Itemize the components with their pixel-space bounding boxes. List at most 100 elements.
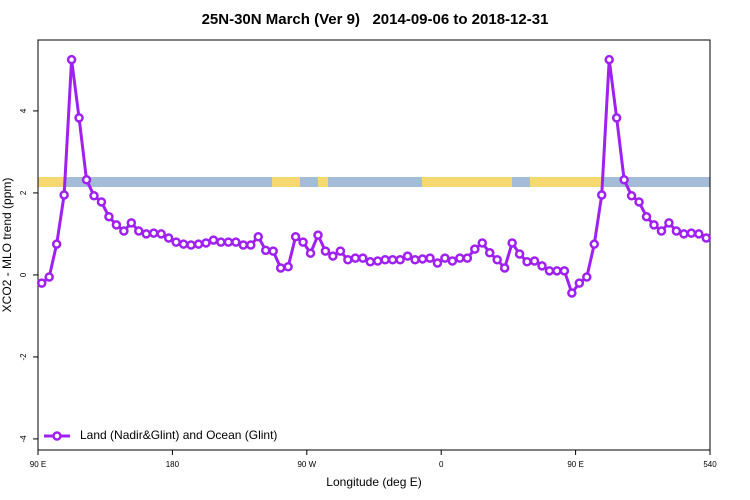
data-point bbox=[656, 226, 667, 236]
data-point bbox=[178, 239, 189, 249]
data-point bbox=[134, 226, 144, 236]
y-axis-label: XCO2 - MLO trend (ppm) bbox=[0, 178, 14, 313]
data-point bbox=[328, 251, 338, 261]
data-point bbox=[589, 239, 600, 249]
data-point bbox=[238, 240, 249, 250]
data-point bbox=[74, 113, 84, 123]
data-point bbox=[499, 263, 510, 273]
data-point bbox=[372, 256, 383, 266]
x-tick-label: 90 E bbox=[30, 460, 46, 469]
data-point bbox=[402, 251, 413, 261]
data-point bbox=[492, 255, 502, 265]
data-point bbox=[208, 235, 219, 245]
data-point bbox=[141, 229, 152, 239]
land-ocean-band bbox=[38, 177, 710, 187]
data-point bbox=[582, 272, 592, 282]
y-tick-label: 0 bbox=[19, 272, 28, 277]
data-point bbox=[649, 220, 659, 230]
land-band bbox=[38, 177, 66, 187]
x-axis-label: Longitude (deg E) bbox=[326, 475, 421, 489]
x-tick-label: 180 bbox=[166, 460, 180, 469]
x-tick-label: 0 bbox=[439, 460, 444, 469]
data-point bbox=[51, 239, 62, 249]
data-point bbox=[596, 190, 607, 200]
data-point bbox=[574, 278, 585, 288]
data-point bbox=[298, 237, 308, 247]
y-tick-label: 4 bbox=[19, 108, 28, 113]
data-point bbox=[290, 232, 301, 242]
data-point bbox=[514, 249, 525, 259]
land-band bbox=[422, 177, 512, 187]
x-tick-label: 90 W bbox=[297, 460, 316, 469]
legend-marker bbox=[52, 431, 62, 441]
data-point bbox=[111, 220, 122, 230]
data-point bbox=[89, 191, 99, 201]
data-point bbox=[44, 272, 54, 282]
data-point bbox=[193, 239, 204, 249]
x-tick-label: 540 bbox=[703, 460, 717, 469]
data-point bbox=[387, 255, 398, 265]
data-point bbox=[462, 253, 473, 263]
data-point bbox=[223, 237, 234, 247]
data-point bbox=[529, 256, 540, 266]
y-tick-label: -4 bbox=[19, 435, 28, 443]
data-point bbox=[268, 246, 278, 256]
data-point bbox=[148, 228, 159, 238]
data-point bbox=[679, 229, 689, 239]
data-point bbox=[447, 256, 458, 266]
data-point bbox=[432, 258, 443, 268]
data-point bbox=[395, 255, 405, 265]
data-point bbox=[544, 266, 555, 276]
data-point bbox=[246, 240, 256, 250]
data-point bbox=[417, 254, 428, 264]
data-point bbox=[507, 238, 517, 248]
data-point bbox=[664, 218, 674, 228]
data-point bbox=[283, 261, 293, 272]
data-point bbox=[522, 257, 532, 267]
data-point bbox=[260, 245, 271, 256]
data-point bbox=[305, 248, 316, 258]
data-point bbox=[686, 228, 697, 238]
data-point bbox=[365, 257, 376, 267]
land-band bbox=[272, 177, 300, 187]
data-point bbox=[231, 237, 241, 247]
data-point bbox=[358, 253, 368, 263]
data-point bbox=[119, 226, 129, 236]
data-point bbox=[171, 237, 181, 247]
data-point bbox=[604, 54, 614, 65]
data-point bbox=[66, 54, 77, 65]
y-tick-label: -2 bbox=[19, 353, 28, 361]
plot-frame bbox=[37, 39, 711, 451]
land-band bbox=[318, 177, 328, 187]
data-point bbox=[163, 233, 174, 243]
land-band bbox=[530, 177, 604, 187]
y-tick-label: 2 bbox=[19, 190, 28, 195]
data-point bbox=[186, 240, 196, 250]
data-point bbox=[701, 233, 712, 243]
data-point bbox=[484, 248, 495, 258]
data-point bbox=[380, 255, 390, 265]
data-point bbox=[552, 266, 562, 276]
data-point bbox=[275, 263, 286, 273]
data-point bbox=[470, 244, 480, 254]
legend-label: Land (Nadir&Glint) and Ocean (Glint) bbox=[80, 428, 277, 442]
data-point bbox=[335, 246, 346, 256]
data-point bbox=[201, 238, 211, 248]
data-point bbox=[611, 113, 622, 123]
data-point bbox=[455, 253, 465, 263]
data-point bbox=[477, 238, 488, 248]
data-point bbox=[410, 255, 420, 265]
data-line bbox=[40, 59, 707, 297]
data-point bbox=[156, 229, 166, 239]
data-point bbox=[320, 246, 331, 256]
data-point bbox=[126, 218, 137, 228]
data-point bbox=[216, 237, 226, 247]
data-point bbox=[350, 253, 361, 263]
data-point bbox=[694, 229, 704, 239]
data-point bbox=[96, 197, 107, 207]
data-point bbox=[641, 211, 652, 222]
data-point bbox=[104, 211, 114, 222]
chart-title: 25N-30N March (Ver 9) 2014-09-06 to 2018… bbox=[202, 11, 549, 28]
data-point bbox=[313, 230, 323, 240]
